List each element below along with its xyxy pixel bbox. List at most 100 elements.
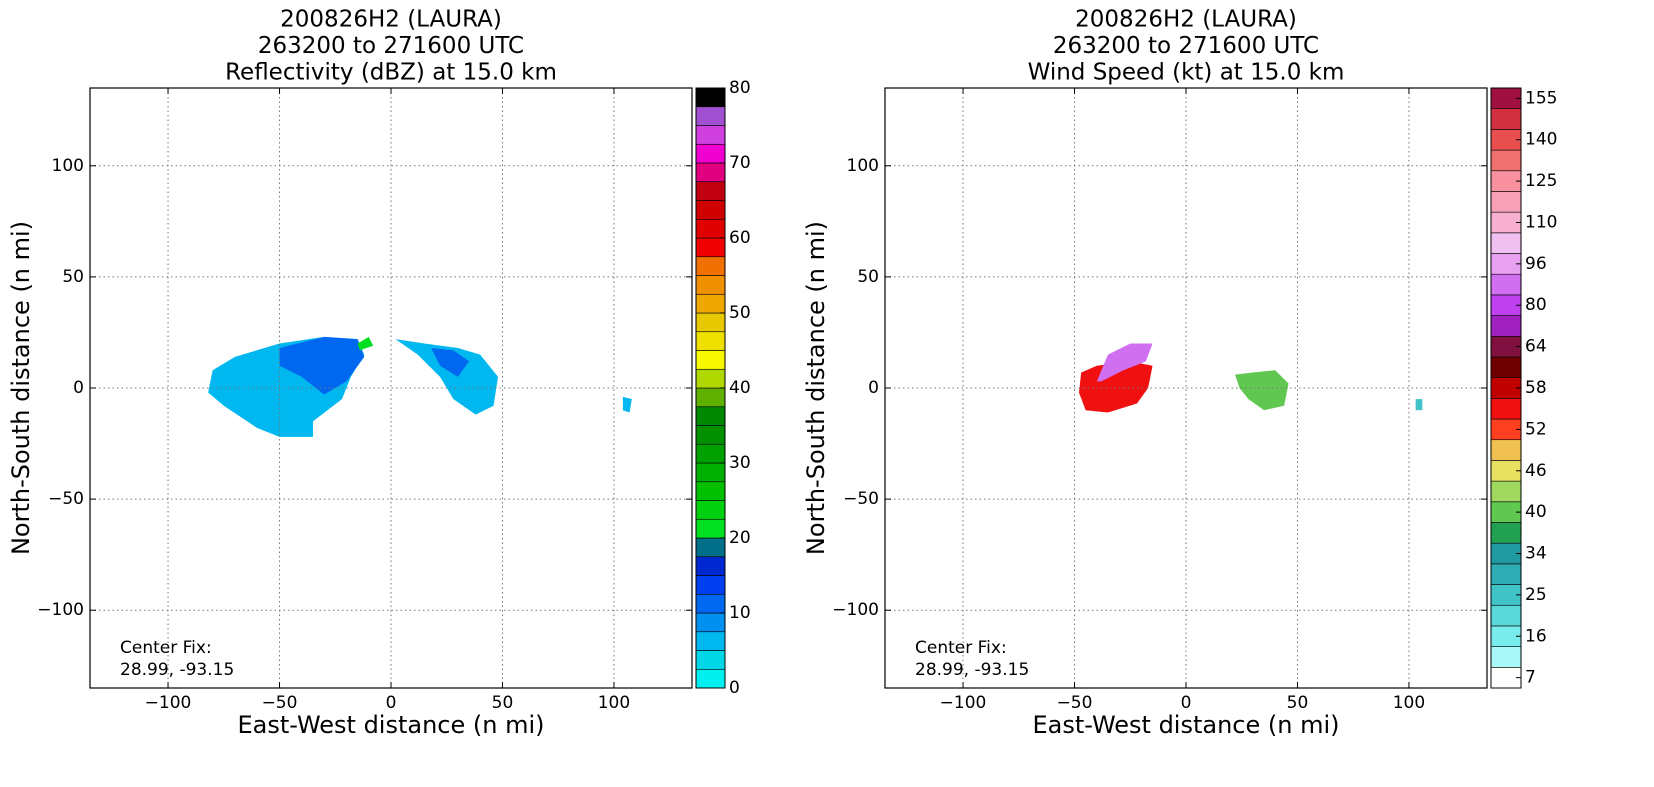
annotation: 28.99, -93.15 xyxy=(120,660,234,680)
chart-title: 263200 to 271600 UTC xyxy=(258,33,524,59)
colorbar-box xyxy=(695,218,726,239)
colorbar-tick-label: 20 xyxy=(729,528,751,548)
colorbar-box xyxy=(1490,273,1522,296)
x-tick-label: 100 xyxy=(1393,693,1425,713)
colorbar-box xyxy=(695,87,726,108)
colorbar-box xyxy=(695,575,726,595)
colorbar-box xyxy=(695,125,726,145)
data-region xyxy=(1078,361,1153,413)
x-tick-label: 50 xyxy=(1287,693,1309,713)
colorbar-box xyxy=(695,106,726,126)
data-region xyxy=(395,339,499,415)
colorbar-box xyxy=(1490,191,1522,213)
colorbar-box xyxy=(695,650,726,670)
colorbar-tick-label: 34 xyxy=(1525,544,1547,564)
colorbar-box xyxy=(695,443,726,464)
colorbar-tick-label: 40 xyxy=(729,378,751,398)
colorbar-box xyxy=(1490,108,1522,130)
y-axis-label: North-South distance (n mi) xyxy=(802,221,830,555)
colorbar-box xyxy=(695,237,726,258)
colorbar-box xyxy=(1490,480,1522,503)
data-region xyxy=(1235,370,1289,411)
colorbar-box xyxy=(695,631,726,651)
y-tick-label: 0 xyxy=(73,378,84,398)
colorbar-box xyxy=(1490,149,1522,172)
colorbar-box xyxy=(695,593,726,614)
chart-title: 200826H2 (LAURA) xyxy=(280,7,502,33)
annotation: Center Fix: xyxy=(915,638,1007,658)
x-tick-label: 0 xyxy=(1181,693,1192,713)
x-tick-label: 100 xyxy=(598,693,630,713)
colorbar-box xyxy=(1490,646,1522,668)
colorbar-box xyxy=(695,162,726,183)
colorbar-box xyxy=(695,256,726,276)
colorbar-tick-label: 50 xyxy=(729,303,751,323)
x-tick-label: −50 xyxy=(262,693,298,713)
chart-title: Reflectivity (dBZ) at 15.0 km xyxy=(225,60,557,86)
data-region xyxy=(622,396,632,413)
colorbar-tick-label: 46 xyxy=(1525,461,1547,481)
chart-title: 200826H2 (LAURA) xyxy=(1075,7,1297,33)
annotation: 28.99, -93.15 xyxy=(915,660,1029,680)
colorbar-tick-label: 155 xyxy=(1525,88,1557,108)
colorbar-tick-label: 80 xyxy=(1525,295,1547,315)
colorbar-tick-label: 52 xyxy=(1525,419,1547,439)
chart-title: Wind Speed (kt) at 15.0 km xyxy=(1028,60,1345,86)
data-region xyxy=(431,348,470,377)
colorbar-tick-label: 80 xyxy=(729,78,751,98)
y-tick-label: −100 xyxy=(37,600,84,620)
colorbar-tick-label: 30 xyxy=(729,453,751,473)
x-axis-label: East-West distance (n mi) xyxy=(237,711,544,739)
x-tick-label: −100 xyxy=(145,693,192,713)
colorbar-box xyxy=(1490,604,1522,627)
plot-frame xyxy=(884,87,1488,689)
colorbar-tick-label: 125 xyxy=(1525,171,1557,191)
colorbar-box xyxy=(695,500,726,520)
colorbar-box xyxy=(1490,439,1522,461)
y-tick-label: 50 xyxy=(62,267,84,287)
colorbar-box xyxy=(695,668,726,689)
chart-title: 263200 to 271600 UTC xyxy=(1053,33,1319,59)
colorbar-box xyxy=(695,331,726,351)
colorbar-box xyxy=(695,481,726,501)
colorbar-tick-label: 60 xyxy=(729,228,751,248)
colorbar-box xyxy=(695,612,726,633)
x-tick-label: −100 xyxy=(940,693,987,713)
colorbar-tick-label: 0 xyxy=(729,678,740,698)
data-region xyxy=(357,336,374,351)
colorbar-box xyxy=(695,537,726,558)
plot-frame xyxy=(89,87,693,689)
colorbar-box xyxy=(695,275,726,295)
data-region xyxy=(1415,399,1423,411)
colorbar-box xyxy=(695,368,726,389)
colorbar-box xyxy=(1490,356,1522,378)
colorbar-tick-label: 110 xyxy=(1525,212,1557,232)
data-region xyxy=(1096,343,1153,382)
colorbar-box xyxy=(1490,232,1522,254)
colorbar-box xyxy=(1490,522,1522,544)
colorbar-box xyxy=(1490,563,1522,585)
colorbar-box xyxy=(695,406,726,426)
x-tick-label: −50 xyxy=(1057,693,1093,713)
y-axis-label: North-South distance (n mi) xyxy=(7,221,35,555)
y-tick-label: 0 xyxy=(868,378,879,398)
colorbar-box xyxy=(695,518,726,539)
y-tick-label: −100 xyxy=(832,600,879,620)
y-tick-label: 100 xyxy=(847,156,879,176)
colorbar-box xyxy=(695,425,726,445)
colorbar-tick-label: 10 xyxy=(729,603,751,623)
y-tick-label: 100 xyxy=(52,156,84,176)
colorbar-box xyxy=(695,181,726,201)
x-tick-label: 0 xyxy=(386,693,397,713)
colorbar-box xyxy=(695,143,726,164)
colorbar-box xyxy=(695,350,726,370)
colorbar-box xyxy=(695,556,726,576)
x-tick-label: 50 xyxy=(492,693,514,713)
colorbar-tick-label: 25 xyxy=(1525,585,1547,605)
colorbar-box xyxy=(1490,398,1522,420)
y-tick-label: −50 xyxy=(48,489,84,509)
colorbar-box xyxy=(695,312,726,333)
x-axis-label: East-West distance (n mi) xyxy=(1032,711,1339,739)
colorbar-box xyxy=(1490,315,1522,337)
